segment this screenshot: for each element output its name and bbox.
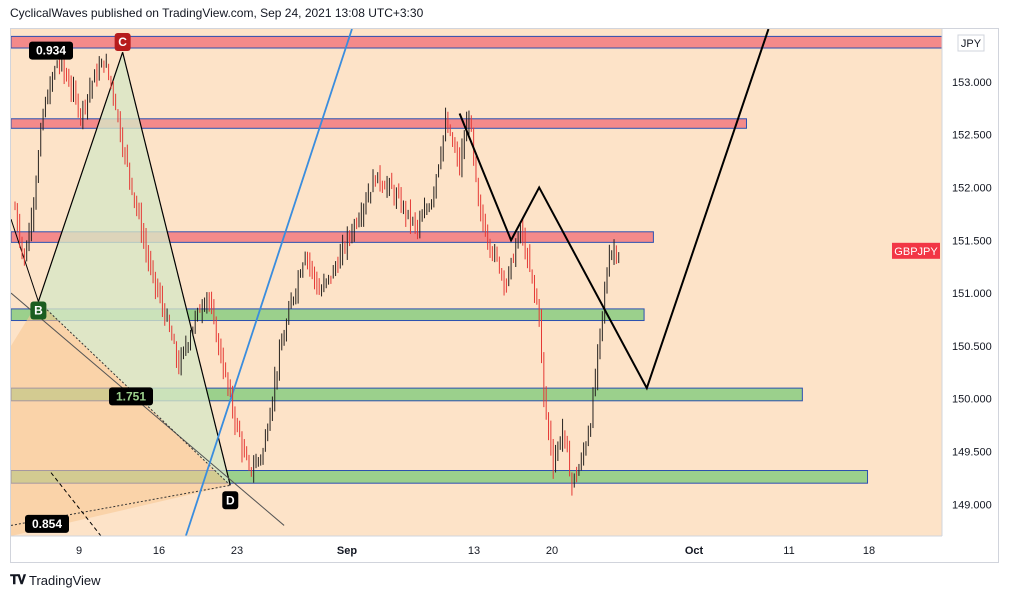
symbol-price-badge: GBPJPY: [892, 242, 940, 259]
zone-upper-support: [11, 308, 645, 322]
point-d-label: D: [222, 491, 239, 510]
time-tick-label: 16: [153, 545, 165, 557]
harmonic-leg-cd: [122, 52, 231, 486]
zone-mid-resistance: [11, 231, 654, 243]
ratio-mid-label-bg: [109, 387, 153, 406]
footer-brand: TradingView: [29, 572, 101, 588]
point-c-label: C: [114, 33, 131, 51]
point-b-label: B: [30, 301, 47, 320]
time-tick-label: Oct: [685, 545, 704, 557]
wave-projection: [458, 29, 770, 391]
projection-layer: [458, 29, 770, 391]
price-tick-label: 152.500: [952, 130, 992, 142]
point-b-label-bg: [30, 301, 47, 320]
ratio-top-label-bg: [29, 41, 73, 60]
price-tick-label: 152.000: [952, 182, 992, 194]
harmonic-xbd-area: [11, 301, 231, 536]
time-tick-label: 9: [76, 545, 82, 557]
price-tick-label: 149.500: [952, 447, 992, 459]
time-tick-label: 13: [468, 545, 480, 557]
currency-badge: JPY: [957, 34, 985, 52]
zone-top-resistance: [11, 35, 943, 49]
point-d-label-text: D: [226, 493, 235, 507]
price-tick-label: 153.000: [952, 77, 992, 89]
tradingview-logo-icon: 𝐓𝐕: [10, 572, 26, 587]
harmonic-pattern: [11, 29, 353, 537]
price-tick-label: 151.500: [952, 235, 992, 247]
time-tick-label: 20: [546, 545, 558, 557]
blue-trend-line: [184, 29, 353, 537]
price-chart[interactable]: 0.934 1.751 0.854 C B D 153.000 152.500 152.000…: [11, 29, 1000, 564]
candles-layer: [14, 52, 620, 496]
harmonic-leg-bc: [37, 52, 124, 302]
chart-frame[interactable]: 0.934 1.751 0.854 C B D 153.000 152.500 152.000…: [10, 28, 999, 563]
price-tick-label: 149.000: [952, 499, 992, 511]
price-tick-label: 150.500: [952, 341, 992, 353]
ratio-top-label-text: 0.934: [36, 44, 66, 58]
zone-upper-resistance: [11, 118, 747, 129]
time-tick-label: 18: [863, 545, 875, 557]
symbol-badge-text: GBPJPY: [894, 246, 938, 258]
price-tick-label: 150.000: [952, 394, 992, 406]
zones-layer: [11, 35, 943, 484]
currency-text: JPY: [961, 38, 982, 50]
price-tick-label: 151.000: [952, 288, 992, 300]
time-tick-label: 11: [783, 545, 794, 557]
price-axis[interactable]: 153.000 152.500 152.000 151.500 151.000 150.5…: [892, 29, 992, 536]
harmonic-diagonal: [11, 292, 285, 526]
ratio-bottom-label: 0.854: [25, 514, 69, 533]
time-axis[interactable]: 9 16 23 Sep 13 20 Oct 11 18: [11, 535, 942, 557]
publish-header: CyclicalWaves published on TradingView.c…: [10, 6, 424, 20]
symbol-badge-bg: [892, 242, 940, 259]
point-c-label-text: C: [118, 35, 127, 49]
ratio-bottom-label-bg: [25, 514, 69, 533]
labels-layer: 0.934 1.751 0.854 C B D: [25, 33, 239, 533]
currency-badge-bg: [957, 34, 985, 52]
ratio-mid-label-text: 1.751: [116, 389, 146, 403]
ratio-top-label: 0.934: [29, 41, 73, 60]
time-tick-label: Sep: [337, 545, 357, 557]
ratio-bottom-label-text: 0.854: [32, 517, 62, 531]
point-d-label-bg: [222, 491, 239, 510]
point-c-label-bg: [114, 33, 131, 51]
time-tick-label: 23: [231, 545, 243, 557]
ratio-mid-label: 1.751: [109, 387, 153, 406]
point-b-label-text: B: [34, 304, 43, 318]
footer: 𝐓𝐕 TradingView: [10, 572, 101, 588]
